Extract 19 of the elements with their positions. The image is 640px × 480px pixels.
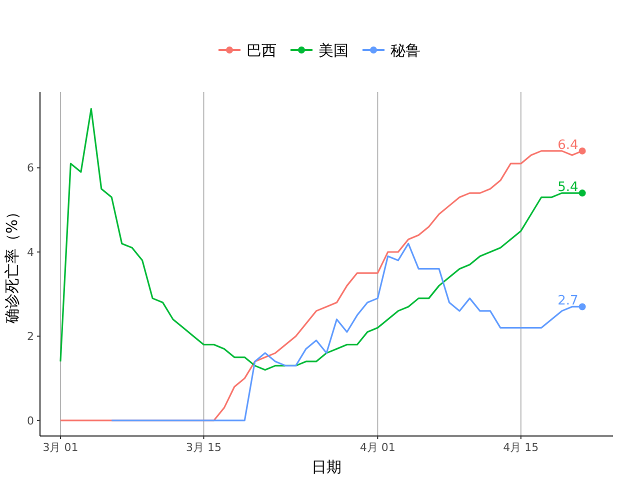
legend-label: 巴西 (246, 41, 276, 60)
y-tick-label: 2 (27, 330, 34, 344)
y-tick-label: 4 (27, 246, 34, 259)
data-label: 2.7 (558, 294, 578, 309)
x-tick-label: 3月 15 (186, 441, 222, 454)
data-label: 5.4 (558, 180, 578, 196)
data-label: 6.4 (558, 138, 578, 153)
y-axis-title: 确诊死亡率（%） (3, 204, 21, 325)
x-axis-title: 日期 (312, 458, 342, 476)
point (578, 190, 586, 197)
legend-label: 美国 (318, 41, 348, 60)
y-tick-label: 6 (27, 162, 34, 175)
x-tick-label: 4月 01 (360, 441, 396, 454)
x-tick-label: 3月 01 (42, 441, 78, 454)
y-tick-label: 0 (27, 414, 34, 428)
point (578, 303, 586, 310)
legend-label: 秘鲁 (390, 41, 420, 60)
x-tick-label: 4月 15 (503, 441, 539, 454)
point (578, 147, 586, 154)
